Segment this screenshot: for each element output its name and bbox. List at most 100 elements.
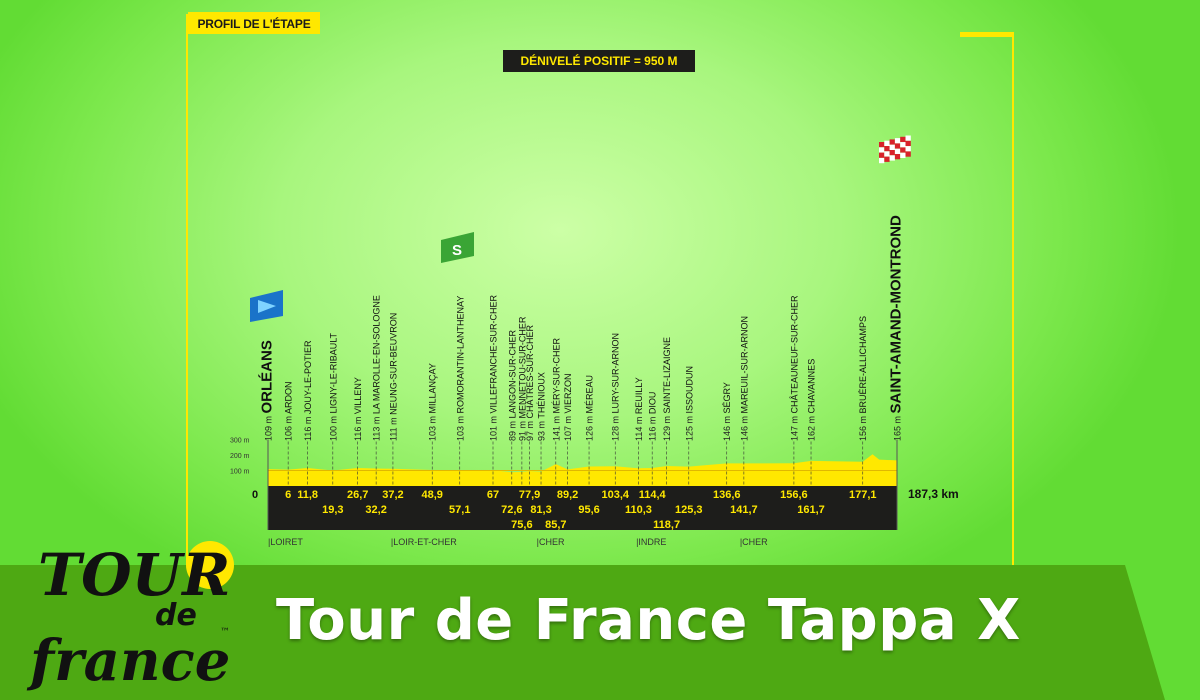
- waypoint-name: JOUY-LE-POTIER: [303, 340, 313, 414]
- flag-square: [894, 148, 901, 154]
- waypoint-altitude: 165 m SAINT-AMAND-MONTROND: [888, 215, 905, 441]
- flag-square: [900, 142, 906, 148]
- waypoint-label: 128 m LURY-SUR-ARNON: [611, 333, 621, 441]
- km-label: 85,7: [545, 519, 566, 531]
- waypoint-name: LA MAROLLE-EN-SOLOGNE: [372, 295, 382, 414]
- waypoint-label: 116 m VILLENY: [353, 377, 363, 441]
- waypoint-altitude: 103 m MILLANÇAY: [428, 363, 438, 441]
- flag-square: [879, 142, 885, 148]
- km-label: 81,3: [530, 504, 551, 516]
- region-label: |LOIRET: [268, 537, 303, 547]
- waypoint-label: 103 m MILLANÇAY: [428, 363, 438, 441]
- waypoint-altitude: 113 m LA MAROLLE-EN-SOLOGNE: [372, 295, 382, 441]
- waypoint-name: SAINTE-LIZAIGNE: [662, 337, 672, 414]
- flag-square: [884, 146, 890, 152]
- waypoint-label: 162 m CHAVANNES: [807, 359, 817, 441]
- km-label: 6: [285, 489, 291, 501]
- flag-square: [879, 157, 885, 164]
- waypoint-label: 129 m SAINTE-LIZAIGNE: [662, 337, 672, 441]
- waypoint-name: DIOU: [648, 392, 658, 415]
- waypoint-name: SAINT-AMAND-MONTROND: [888, 215, 905, 413]
- y-tick-label: 200 m: [230, 453, 250, 460]
- waypoint-label: 146 m MAREUIL-SUR-ARNON: [739, 316, 749, 441]
- waypoint-altitude: 126 m MÉREAU: [585, 375, 595, 441]
- flag-square: [894, 143, 901, 149]
- flag-square: [889, 150, 895, 156]
- y-tick-label: 300 m: [230, 438, 250, 445]
- waypoint-label: 114 m REUILLY: [634, 377, 644, 441]
- region-label: |CHER: [537, 537, 565, 547]
- waypoint-label: 101 m VILLEFRANCHE-SUR-CHER: [489, 294, 499, 441]
- waypoint-name: CHAVANNES: [807, 359, 817, 414]
- waypoint-altitude: 111 m NEUNG-SUR-BEUVRON: [388, 313, 398, 441]
- waypoint-altitude: 91 m MENNETOU-SUR-CHER: [517, 316, 527, 441]
- km-label: 141,7: [730, 504, 758, 516]
- svg-text:france: france: [26, 628, 230, 694]
- flag-square: [900, 136, 906, 143]
- flag-square: [879, 147, 885, 153]
- waypoint-name: VILLENY: [353, 377, 363, 414]
- profile-label: PROFIL DE L'ÉTAPE: [188, 12, 320, 34]
- waypoint-label: 109 m ORLÉANS: [259, 340, 276, 441]
- waypoint-name: ORLÉANS: [259, 340, 276, 413]
- km-label: 161,7: [797, 504, 825, 516]
- flag-square: [889, 155, 895, 161]
- km-label: 26,7: [347, 489, 368, 501]
- flag-square: [889, 139, 895, 145]
- waypoint-name: LANGON-SUR-CHER: [507, 329, 517, 418]
- waypoint-altitude: 97 m CHÂTRES-SUR-CHER: [525, 324, 535, 441]
- flag-square: [905, 140, 911, 147]
- waypoint-label: 89 m LANGON-SUR-CHER: [507, 329, 517, 441]
- waypoint-altitude: 156 m BRUÈRE-ALLICHAMPS: [858, 316, 868, 441]
- finish-flag-icon: [879, 135, 911, 164]
- waypoint-altitude: 129 m SAINTE-LIZAIGNE: [662, 337, 672, 441]
- km-label: 89,2: [557, 489, 578, 501]
- waypoint-altitude: 141 m MÉRY-SUR-CHER: [551, 337, 561, 441]
- km-label: 118,7: [653, 519, 680, 531]
- km-label: 57,1: [449, 504, 470, 516]
- total-distance-label: 187,3 km: [908, 487, 959, 501]
- waypoint-name: BRUÈRE-ALLICHAMPS: [858, 316, 868, 414]
- svg-text:S: S: [452, 242, 462, 259]
- waypoint-altitude: 106 m ARDON: [284, 381, 294, 441]
- waypoint-label: 141 m MÉRY-SUR-CHER: [551, 337, 561, 441]
- waypoint-altitude: 103 m ROMORANTIN-LANTHENAY: [455, 296, 465, 441]
- waypoint-altitude: 116 m VILLENY: [353, 377, 363, 441]
- flag-square: [889, 144, 895, 150]
- waypoint-label: 107 m VIERZON: [563, 373, 573, 441]
- waypoint-label: 93 m THÉNIOUX: [537, 372, 547, 441]
- km-label: 75,6: [511, 519, 532, 531]
- waypoint-name: VIERZON: [563, 373, 573, 413]
- waypoint-altitude: 107 m VIERZON: [563, 373, 573, 441]
- waypoint-label: 165 m SAINT-AMAND-MONTROND: [888, 215, 905, 441]
- region-label: |INDRE: [636, 537, 666, 547]
- frame-top-right-bar: [960, 32, 1014, 37]
- stage-profile-chart: 100 m 200 m 300 m 0 187,3 km 109 m ORLÉANS 106…: [230, 135, 959, 547]
- waypoint-name: ARDON: [284, 381, 294, 414]
- waypoint-label: 91 m MENNETOU-SUR-CHER: [517, 316, 527, 441]
- waypoint-label: 113 m LA MAROLLE-EN-SOLOGNE: [372, 295, 382, 441]
- flag-square: [894, 154, 901, 160]
- waypoint-label: 111 m NEUNG-SUR-BEUVRON: [388, 313, 398, 441]
- km-label: 114,4: [639, 489, 667, 501]
- region-label: |CHER: [740, 537, 768, 547]
- distance-band: [268, 486, 897, 530]
- waypoint-label: 126 m MÉREAU: [585, 375, 595, 441]
- km-label: 67: [487, 489, 499, 501]
- waypoint-name: MÉRY-SUR-CHER: [551, 337, 561, 413]
- waypoint-altitude: 147 m CHÂTEAUNEUF-SUR-CHER: [789, 295, 799, 441]
- waypoint-label: 147 m CHÂTEAUNEUF-SUR-CHER: [789, 295, 799, 441]
- svg-text:de: de: [155, 598, 197, 633]
- tour-de-france-logo: TOUR de france ™: [26, 541, 234, 694]
- svg-text:™: ™: [220, 627, 230, 638]
- banner-title: Tour de France Tappa X: [276, 588, 1021, 653]
- waypoint-label: 103 m ROMORANTIN-LANTHENAY: [455, 296, 465, 441]
- region-label: |LOIR-ET-CHER: [391, 537, 457, 547]
- y-tick-label: 100 m: [230, 469, 250, 476]
- waypoint-altitude: 101 m VILLEFRANCHE-SUR-CHER: [489, 294, 499, 441]
- waypoint-altitude: 162 m CHAVANNES: [807, 359, 817, 441]
- waypoint-name: ROMORANTIN-LANTHENAY: [455, 296, 465, 414]
- frame-right-line: [1012, 32, 1014, 565]
- flag-square: [884, 140, 890, 146]
- waypoint-name: REUILLY: [634, 377, 644, 414]
